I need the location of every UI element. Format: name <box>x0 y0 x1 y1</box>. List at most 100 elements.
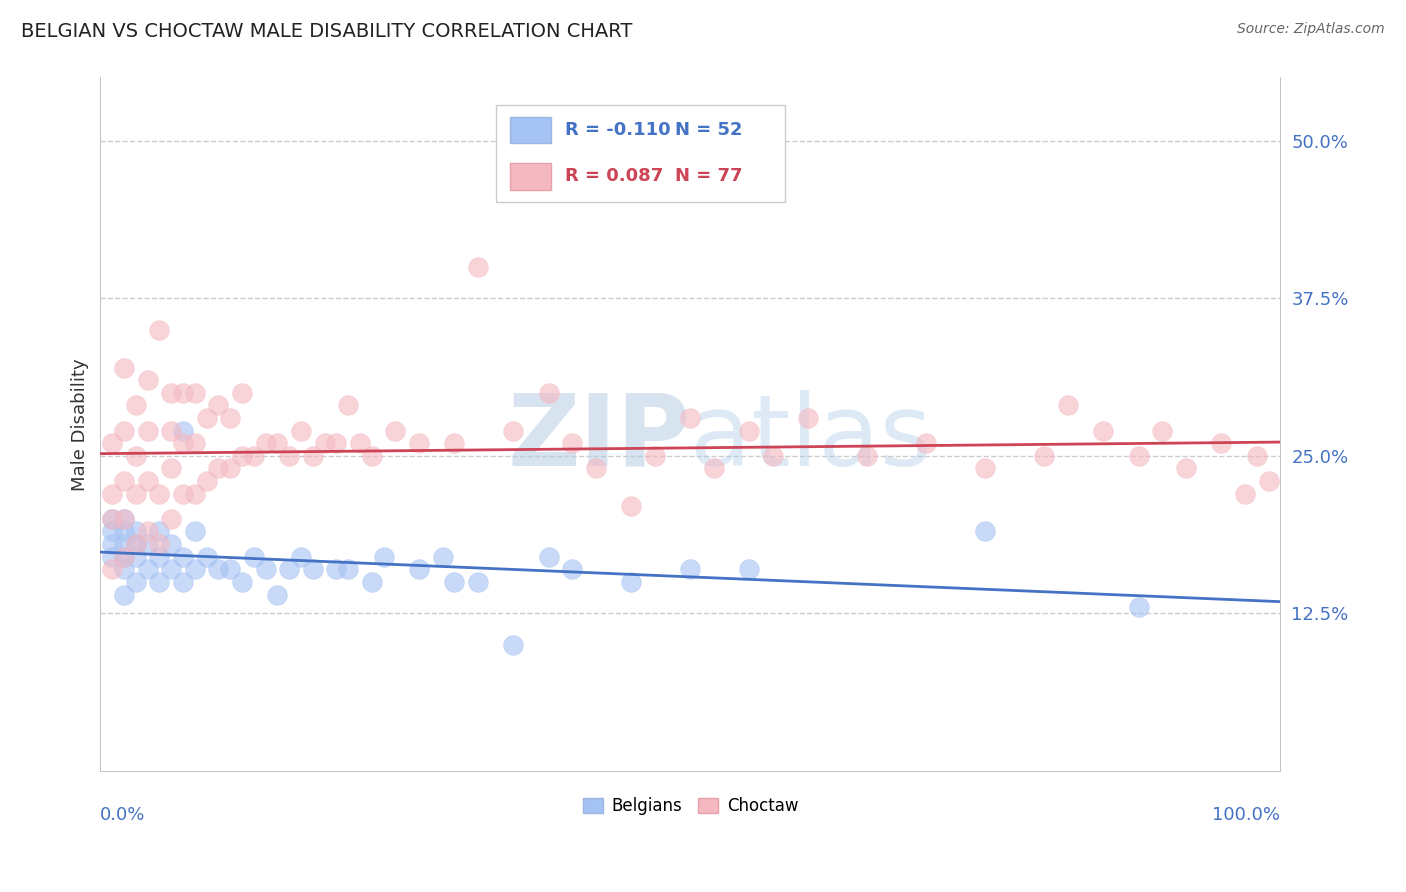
Point <box>278 562 301 576</box>
Point <box>1174 461 1197 475</box>
Text: R = -0.110: R = -0.110 <box>565 121 671 139</box>
Point <box>738 424 761 438</box>
Point <box>467 260 489 274</box>
Point <box>195 411 218 425</box>
Point <box>231 574 253 589</box>
Point <box>148 574 170 589</box>
Point <box>184 486 207 500</box>
Point <box>384 424 406 438</box>
Point <box>290 549 312 564</box>
Point <box>160 512 183 526</box>
Point <box>112 512 135 526</box>
Point <box>172 486 194 500</box>
Point <box>974 461 997 475</box>
Point <box>112 588 135 602</box>
Point <box>172 385 194 400</box>
Point <box>325 562 347 576</box>
Point <box>112 549 135 564</box>
Point <box>561 436 583 450</box>
Point <box>561 562 583 576</box>
Point <box>101 512 124 526</box>
Point <box>101 562 124 576</box>
Point <box>160 424 183 438</box>
Point <box>254 436 277 450</box>
Point <box>125 486 148 500</box>
Point <box>160 385 183 400</box>
Point <box>101 549 124 564</box>
Point <box>136 524 159 539</box>
Legend: Belgians, Choctaw: Belgians, Choctaw <box>576 790 804 822</box>
Point <box>136 474 159 488</box>
Point <box>254 562 277 576</box>
Point <box>125 537 148 551</box>
Point <box>1152 424 1174 438</box>
Point <box>231 449 253 463</box>
Point <box>242 549 264 564</box>
Point <box>219 461 242 475</box>
Point <box>1246 449 1268 463</box>
Point <box>502 638 524 652</box>
Point <box>112 537 135 551</box>
Point <box>136 424 159 438</box>
Point <box>290 424 312 438</box>
Point <box>184 436 207 450</box>
Point <box>112 512 135 526</box>
Point <box>136 562 159 576</box>
Point <box>360 449 382 463</box>
Point <box>101 436 124 450</box>
Point <box>1257 474 1279 488</box>
Point <box>160 461 183 475</box>
Point <box>408 436 430 450</box>
Point <box>242 449 264 463</box>
Point <box>195 474 218 488</box>
Point <box>360 574 382 589</box>
Point <box>301 562 323 576</box>
Point <box>278 449 301 463</box>
Point <box>148 486 170 500</box>
Point <box>266 588 288 602</box>
Point <box>112 524 135 539</box>
Point <box>184 524 207 539</box>
Point <box>325 436 347 450</box>
FancyBboxPatch shape <box>510 163 551 190</box>
Point <box>703 461 725 475</box>
Text: 0.0%: 0.0% <box>100 805 146 824</box>
Point <box>125 549 148 564</box>
FancyBboxPatch shape <box>496 105 785 202</box>
Point <box>101 512 124 526</box>
Point <box>301 449 323 463</box>
Point <box>502 424 524 438</box>
Point <box>125 524 148 539</box>
Point <box>195 549 218 564</box>
Point <box>101 486 124 500</box>
Point <box>1233 486 1256 500</box>
Point <box>172 574 194 589</box>
Point <box>762 449 785 463</box>
Point <box>1057 398 1080 412</box>
Point <box>207 562 229 576</box>
Point <box>219 562 242 576</box>
Point <box>136 537 159 551</box>
FancyBboxPatch shape <box>510 117 551 144</box>
Point <box>537 385 560 400</box>
Text: N = 77: N = 77 <box>675 168 742 186</box>
Point <box>443 574 465 589</box>
Text: atlas: atlas <box>690 390 932 487</box>
Point <box>148 537 170 551</box>
Point <box>856 449 879 463</box>
Point <box>219 411 242 425</box>
Point <box>337 398 360 412</box>
Point <box>101 537 124 551</box>
Point <box>349 436 371 450</box>
Point <box>1128 449 1150 463</box>
Point <box>148 323 170 337</box>
Point <box>314 436 336 450</box>
Point <box>112 424 135 438</box>
Text: R = 0.087: R = 0.087 <box>565 168 664 186</box>
Point <box>101 524 124 539</box>
Text: BELGIAN VS CHOCTAW MALE DISABILITY CORRELATION CHART: BELGIAN VS CHOCTAW MALE DISABILITY CORRE… <box>21 22 633 41</box>
Point <box>974 524 997 539</box>
Y-axis label: Male Disability: Male Disability <box>72 358 89 491</box>
Point <box>266 436 288 450</box>
Point <box>231 385 253 400</box>
